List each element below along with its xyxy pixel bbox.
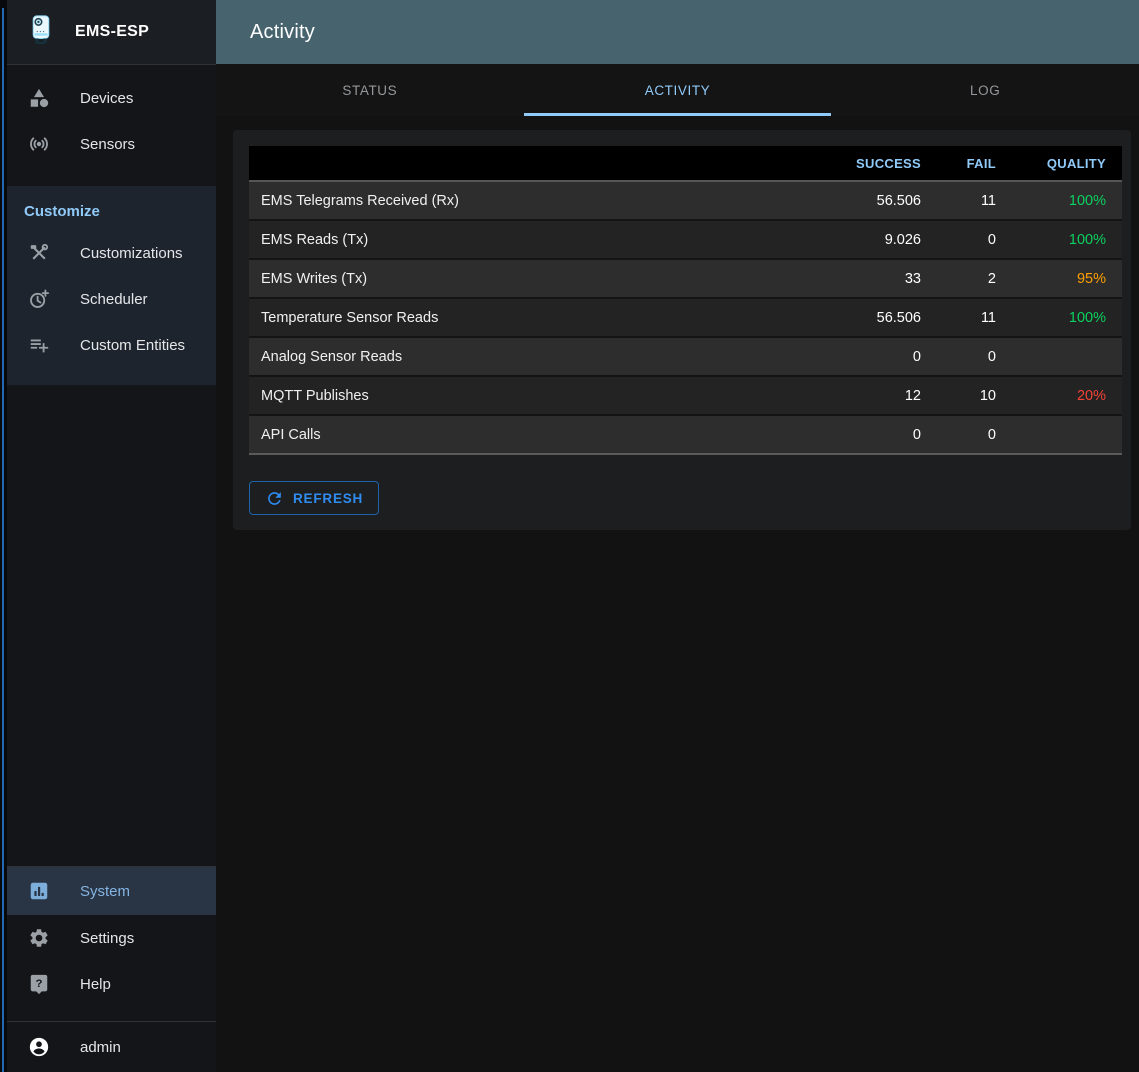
sidebar-item-label: Settings xyxy=(80,930,134,947)
sidebar-item-scheduler[interactable]: Scheduler xyxy=(7,276,216,322)
column-header-quality: QUALITY xyxy=(1012,146,1122,181)
page-title: Activity xyxy=(250,21,315,44)
row-label: Temperature Sensor Reads xyxy=(249,298,817,337)
tab-status[interactable]: STATUS xyxy=(216,64,524,116)
svg-text:?: ? xyxy=(36,978,43,990)
success-value: 56.506 xyxy=(817,298,937,337)
quality-value: 100% xyxy=(1012,298,1122,337)
app-title: EMS-ESP xyxy=(75,23,149,41)
sidebar-gap xyxy=(7,1007,216,1021)
sidebar-item-label: Customizations xyxy=(80,245,183,262)
sidebar-item-settings[interactable]: Settings xyxy=(7,915,216,961)
sidebar-item-label: Scheduler xyxy=(80,291,148,308)
sidebar-item-sensors[interactable]: Sensors xyxy=(7,121,216,167)
fail-value: 0 xyxy=(937,337,1012,376)
category-shapes-icon xyxy=(28,87,50,109)
account-circle-icon xyxy=(28,1036,50,1058)
activity-table: SUCCESS FAIL QUALITY EMS Telegrams Recei… xyxy=(249,146,1122,455)
table-row: EMS Telegrams Received (Rx)56.50611100% xyxy=(249,181,1122,220)
row-label: EMS Reads (Tx) xyxy=(249,220,817,259)
success-value: 0 xyxy=(817,415,937,454)
boiler-logo-icon xyxy=(24,13,58,52)
quality-value: 100% xyxy=(1012,220,1122,259)
live-help-icon: ? xyxy=(28,973,50,995)
sidebar-nav-top: Devices Sensors xyxy=(7,65,216,167)
sidebar-item-label: Devices xyxy=(80,90,133,107)
success-value: 56.506 xyxy=(817,181,937,220)
success-value: 9.026 xyxy=(817,220,937,259)
row-label: API Calls xyxy=(249,415,817,454)
quality-value xyxy=(1012,337,1122,376)
sidebar-item-customizations[interactable]: Customizations xyxy=(7,230,216,276)
table-row: Analog Sensor Reads00 xyxy=(249,337,1122,376)
app-logo-row: EMS-ESP xyxy=(7,0,216,64)
row-label: EMS Writes (Tx) xyxy=(249,259,817,298)
table-row: EMS Writes (Tx)33295% xyxy=(249,259,1122,298)
success-value: 0 xyxy=(817,337,937,376)
sidebar-item-label: System xyxy=(80,883,130,900)
ems-esp-app: EMS-ESP Devices xyxy=(0,0,1139,1072)
quality-value: 95% xyxy=(1012,259,1122,298)
clock-plus-icon xyxy=(28,288,50,310)
activity-table-header: SUCCESS FAIL QUALITY xyxy=(249,146,1122,181)
activity-panel: SUCCESS FAIL QUALITY EMS Telegrams Recei… xyxy=(233,130,1131,530)
gear-icon xyxy=(28,927,50,949)
table-row: API Calls00 xyxy=(249,415,1122,454)
success-value: 33 xyxy=(817,259,937,298)
construction-tools-icon xyxy=(28,242,50,264)
sidebar-item-custom-entities[interactable]: Custom Entities xyxy=(7,322,216,368)
tab-bar: STATUS ACTIVITY LOG xyxy=(216,64,1139,116)
column-header-blank xyxy=(249,146,817,181)
tab-log[interactable]: LOG xyxy=(831,64,1139,116)
main-content: Activity STATUS ACTIVITY LOG SUCCESS FAI… xyxy=(216,0,1139,1072)
sidebar-item-devices[interactable]: Devices xyxy=(7,75,216,121)
fail-value: 11 xyxy=(937,298,1012,337)
window-edge-accent-line xyxy=(2,8,4,1072)
fail-value: 11 xyxy=(937,181,1012,220)
column-header-fail: FAIL xyxy=(937,146,1012,181)
tab-activity[interactable]: ACTIVITY xyxy=(524,64,832,116)
fail-value: 0 xyxy=(937,415,1012,454)
quality-value: 100% xyxy=(1012,181,1122,220)
row-label: MQTT Publishes xyxy=(249,376,817,415)
customize-section: Customize Customizations xyxy=(7,186,216,385)
customize-section-header: Customize xyxy=(7,192,216,230)
row-label: EMS Telegrams Received (Rx) xyxy=(249,181,817,220)
sidebar-item-help[interactable]: ? Help xyxy=(7,961,216,1007)
sidebar-spacer xyxy=(7,385,216,866)
refresh-arrow-icon xyxy=(265,489,284,508)
table-row: Temperature Sensor Reads56.50611100% xyxy=(249,298,1122,337)
analytics-bars-icon xyxy=(28,880,50,902)
quality-value: 20% xyxy=(1012,376,1122,415)
sidebar-item-label: Custom Entities xyxy=(80,337,185,354)
sidebar: EMS-ESP Devices xyxy=(7,0,216,1072)
playlist-add-icon xyxy=(28,334,50,356)
fail-value: 10 xyxy=(937,376,1012,415)
sidebar-item-label: Help xyxy=(80,976,111,993)
column-header-success: SUCCESS xyxy=(817,146,937,181)
table-row: EMS Reads (Tx)9.0260100% xyxy=(249,220,1122,259)
refresh-button-label: REFRESH xyxy=(293,491,363,506)
row-label: Analog Sensor Reads xyxy=(249,337,817,376)
sensors-waves-icon xyxy=(28,133,50,155)
success-value: 12 xyxy=(817,376,937,415)
appbar: Activity xyxy=(216,0,1139,64)
window-edge-strip xyxy=(0,0,7,1072)
table-row: MQTT Publishes121020% xyxy=(249,376,1122,415)
refresh-button[interactable]: REFRESH xyxy=(249,481,379,515)
sidebar-item-label: Sensors xyxy=(80,136,135,153)
quality-value xyxy=(1012,415,1122,454)
fail-value: 0 xyxy=(937,220,1012,259)
user-name: admin xyxy=(80,1039,121,1056)
activity-table-body: EMS Telegrams Received (Rx)56.50611100%E… xyxy=(249,181,1122,454)
fail-value: 2 xyxy=(937,259,1012,298)
sidebar-item-admin[interactable]: admin xyxy=(7,1022,216,1072)
sidebar-item-system[interactable]: System xyxy=(7,867,216,915)
